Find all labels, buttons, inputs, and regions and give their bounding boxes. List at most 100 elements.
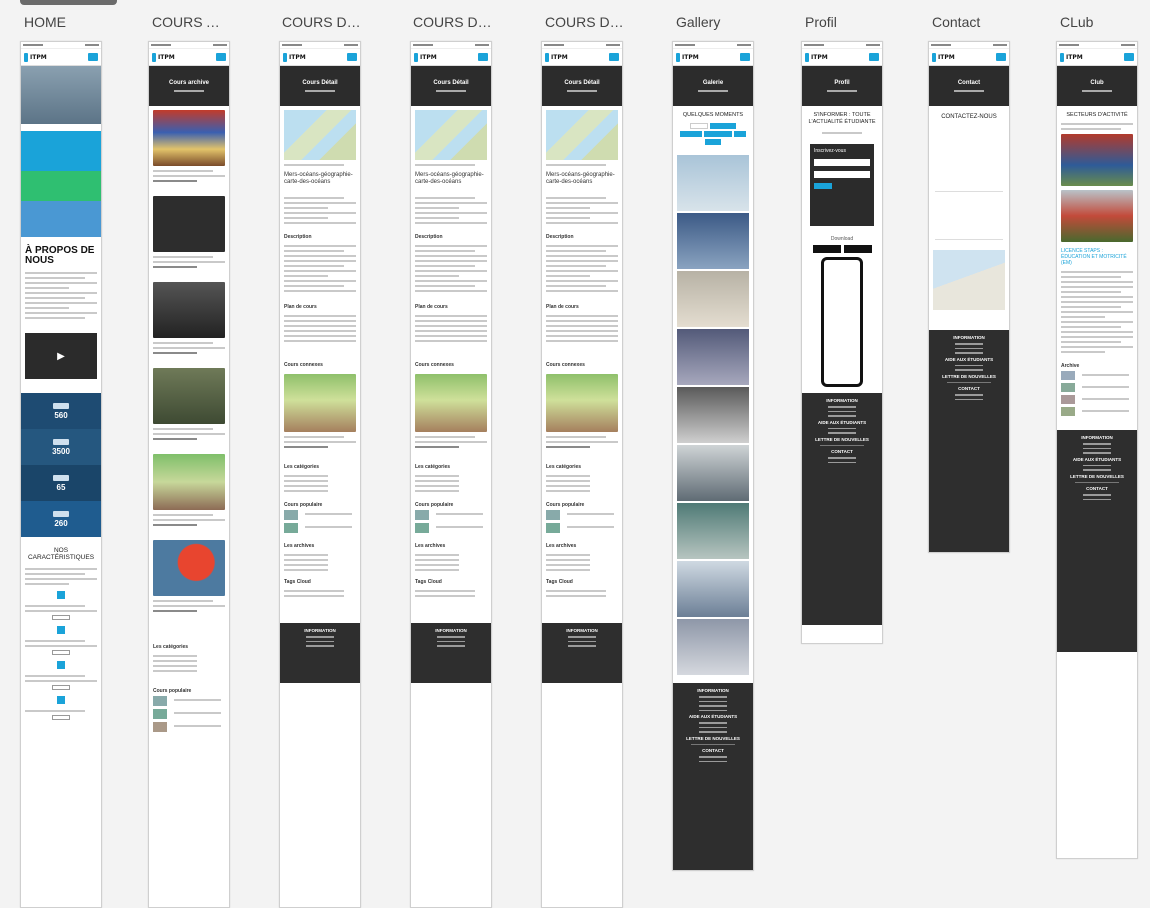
menu-icon[interactable]: [478, 53, 488, 61]
logo: ITPM: [545, 52, 568, 62]
course-title: Mers-océans-géographie-carte-des-océans: [415, 172, 484, 185]
page-banner: Contact: [929, 66, 1009, 106]
course-image[interactable]: [153, 540, 225, 596]
feature-card[interactable]: [21, 171, 101, 201]
logo: ITPM: [932, 52, 955, 62]
hero-slider[interactable]: [21, 66, 101, 124]
course-image[interactable]: [153, 368, 225, 424]
gallery-photo[interactable]: [677, 155, 749, 211]
filter-button[interactable]: [705, 139, 721, 145]
feature-icon: [57, 661, 65, 669]
screen-label-cours-detail-2: COURS DETAIL: [413, 14, 495, 30]
screen-contact[interactable]: ITPM Contact CONTACTEZ-NOUS INFORMATION A…: [928, 41, 1010, 553]
thumb[interactable]: [153, 696, 167, 706]
feature-card[interactable]: [21, 201, 101, 237]
logo: ITPM: [152, 52, 175, 62]
more-button[interactable]: [52, 650, 70, 655]
gallery-photo[interactable]: [677, 271, 749, 327]
gallery-photo[interactable]: [677, 387, 749, 443]
more-button[interactable]: [52, 715, 70, 720]
related-course-image[interactable]: [415, 374, 487, 432]
message-field[interactable]: [935, 196, 1003, 240]
submit-button[interactable]: [814, 183, 832, 189]
page-banner: Cours archive: [149, 66, 229, 106]
gallery-photo[interactable]: [677, 213, 749, 269]
contact-heading: CONTACTEZ-NOUS: [941, 114, 997, 120]
screen-home[interactable]: ITPM À PROPOS DE NOUS ▶ 560 3500 65 260 …: [20, 41, 102, 908]
download-label: Download: [830, 236, 854, 242]
course-image[interactable]: [153, 196, 225, 252]
site-footer: INFORMATION AIDE AUX ÉTUDIANTS LETTRE DE N…: [929, 330, 1009, 552]
course-image[interactable]: [153, 282, 225, 338]
tags-heading: Tags Cloud: [415, 579, 442, 585]
video-player[interactable]: ▶: [25, 333, 97, 379]
related-course-image[interactable]: [546, 374, 618, 432]
screen-label-profil: Profil: [805, 14, 837, 30]
logo: ITPM: [283, 52, 306, 62]
screen-profil[interactable]: ITPM Profil S'INFORMER : TOUTE L'ACTUALI…: [801, 41, 883, 644]
input-field[interactable]: [814, 171, 870, 178]
tags-heading: Tags Cloud: [546, 579, 573, 585]
thumb[interactable]: [153, 722, 167, 732]
filter-button[interactable]: [734, 131, 746, 137]
site-footer: INFORMATION: [411, 623, 491, 683]
screen-cours-detail[interactable]: ITPM Cours Détail Mers-océans-géographie…: [279, 41, 361, 908]
gallery-photo[interactable]: [677, 619, 749, 675]
related-course-image[interactable]: [284, 374, 356, 432]
stat-block: 3500: [21, 429, 101, 465]
categories-heading: Les catégories: [153, 644, 189, 650]
thumb[interactable]: [153, 709, 167, 719]
logo: ITPM: [676, 52, 699, 62]
board-tab[interactable]: [20, 0, 117, 5]
gallery-photo[interactable]: [677, 561, 749, 617]
gallery-photo[interactable]: [677, 329, 749, 385]
description-heading: Description: [415, 234, 443, 240]
course-image[interactable]: [153, 454, 225, 510]
popular-heading: Cours populaire: [546, 502, 585, 508]
more-button[interactable]: [52, 615, 70, 620]
gallery-heading: QUELQUES MOMENTS: [682, 112, 744, 118]
screen-cours-archive[interactable]: ITPM Cours archive Les catégories Cours …: [148, 41, 230, 908]
screen-gallery[interactable]: ITPM Galerie QUELQUES MOMENTS INFORMATIO…: [672, 41, 754, 871]
more-button[interactable]: [52, 685, 70, 690]
screen-label-gallery: Gallery: [676, 14, 721, 30]
screen-club[interactable]: ITPM Club SECTEURS D'ACTIVITÉ LICENCE ST…: [1056, 41, 1138, 859]
club-photo[interactable]: [1061, 190, 1133, 242]
course-image[interactable]: [153, 110, 225, 166]
input-field[interactable]: [814, 159, 870, 166]
filter-button[interactable]: [710, 123, 736, 129]
menu-icon[interactable]: [609, 53, 619, 61]
feature-card[interactable]: [21, 131, 101, 171]
play-icon[interactable]: ▶: [57, 350, 65, 362]
gallery-photo[interactable]: [677, 503, 749, 559]
contact-form[interactable]: [935, 132, 1003, 192]
menu-icon[interactable]: [740, 53, 750, 61]
app-store-button[interactable]: [812, 245, 841, 253]
archives-heading: Les archives: [546, 543, 577, 549]
plan-heading: Plan de cours: [415, 304, 448, 310]
screen-label-club: CLub: [1060, 14, 1094, 30]
menu-icon[interactable]: [869, 53, 879, 61]
filter-button[interactable]: [690, 123, 708, 129]
course-title: Mers-océans-géographie-carte-des-océans: [546, 172, 615, 185]
tags-heading: Tags Cloud: [284, 579, 311, 585]
page-banner: Cours Détail: [280, 66, 360, 106]
screen-cours-detail[interactable]: ITPM Cours Détail Mers-océans-géographie…: [541, 41, 623, 908]
gallery-photo[interactable]: [677, 445, 749, 501]
archive-heading: Archive: [1061, 363, 1080, 369]
location-map[interactable]: [933, 250, 1005, 310]
popular-heading: Cours populaire: [284, 502, 323, 508]
menu-icon[interactable]: [88, 53, 98, 61]
related-heading: Cours connexes: [415, 362, 454, 368]
page-banner: Club: [1057, 66, 1137, 106]
filter-button[interactable]: [680, 131, 702, 137]
google-play-button[interactable]: [843, 245, 872, 253]
description-heading: Description: [546, 234, 574, 240]
filter-button[interactable]: [704, 131, 732, 137]
menu-icon[interactable]: [1124, 53, 1134, 61]
menu-icon[interactable]: [347, 53, 357, 61]
menu-icon[interactable]: [216, 53, 226, 61]
screen-cours-detail[interactable]: ITPM Cours Détail Mers-océans-géographie…: [410, 41, 492, 908]
club-photo[interactable]: [1061, 134, 1133, 186]
menu-icon[interactable]: [996, 53, 1006, 61]
